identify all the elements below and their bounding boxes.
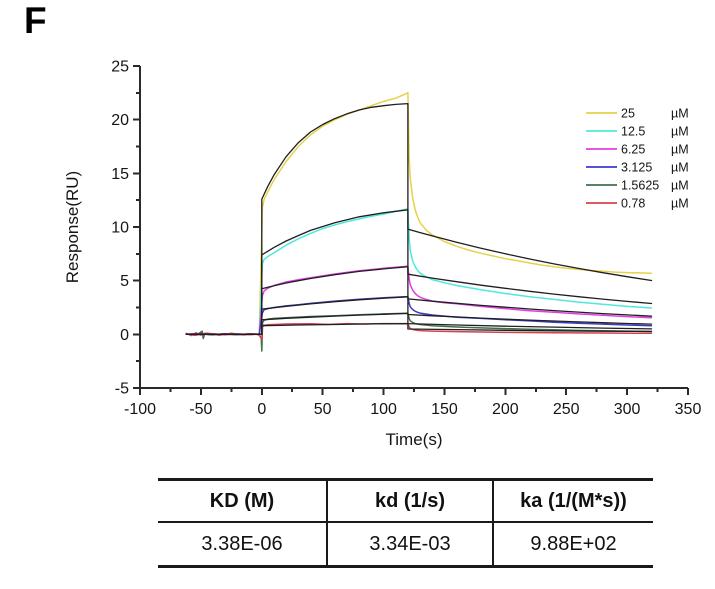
x-tick-label: 150	[431, 401, 458, 418]
kinetics-table: KD (M) kd (1/s) ka (1/(M*s)) 3.38E-06 3.…	[158, 478, 653, 568]
header-kd-1s: kd (1/s)	[326, 478, 493, 523]
header-kd-m: KD (M)	[158, 478, 327, 523]
series-fit-6.25uM	[185, 266, 653, 335]
value-kd-m: 3.38E-06	[158, 522, 327, 568]
series-fit-0.78uM	[185, 322, 653, 335]
series-data-25uM	[185, 92, 653, 336]
x-tick-label: 0	[257, 401, 266, 418]
legend-item-6.25: 6.25 µM	[586, 143, 689, 157]
value-kd-1s: 3.34E-03	[326, 522, 493, 568]
legend-label: 1.5625	[621, 179, 659, 193]
header-ka: ka (1/(M*s))	[492, 478, 653, 523]
value-ka: 9.88E+02	[492, 522, 653, 568]
legend-item-25: 25 µM	[586, 107, 689, 121]
legend-item-12.5: 12.5 µM	[586, 125, 689, 139]
kinetics-header-row: KD (M) kd (1/s) ka (1/(M*s))	[158, 478, 653, 523]
y-tick-label: 25	[111, 59, 129, 76]
y-tick-label: 15	[111, 166, 129, 183]
legend-label: 0.78	[621, 197, 645, 211]
x-tick-label: 200	[492, 401, 519, 418]
x-tick-label: 100	[370, 401, 397, 418]
legend-unit: µM	[671, 179, 689, 193]
x-tick-label: -100	[124, 401, 156, 418]
kinetics-value-row: 3.38E-06 3.34E-03 9.88E+02	[158, 522, 653, 568]
x-tick-label: 350	[675, 401, 702, 418]
panel-label: F	[24, 0, 47, 41]
legend-unit: µM	[671, 143, 689, 157]
series-data-1.5625uM	[185, 312, 653, 352]
legend-unit: µM	[671, 125, 689, 139]
legend-item-1.5625: 1.5625 µM	[586, 179, 689, 193]
legend: 25 µM 12.5 µM 6.25 µM 3.125 µM 1.5625 µM 0.78 µM	[586, 107, 689, 211]
legend-label: 12.5	[621, 125, 645, 139]
x-tick-label: 50	[314, 401, 332, 418]
legend-unit: µM	[671, 197, 689, 211]
legend-label: 25	[621, 107, 635, 121]
legend-label: 3.125	[621, 161, 652, 175]
legend-unit: µM	[671, 161, 689, 175]
legend-label: 6.25	[621, 143, 645, 157]
legend-item-3.125: 3.125 µM	[586, 161, 689, 175]
x-tick-label: -50	[189, 401, 212, 418]
y-tick-label: 20	[111, 112, 129, 129]
y-tick-label: -5	[115, 381, 129, 398]
sensorgram-chart: -100 -50 0 50 100 150 200 250 300 350-50510152025…	[63, 59, 701, 450]
y-axis-title: Response(RU)	[63, 171, 82, 283]
legend-unit: µM	[671, 107, 689, 121]
series-fit-12.5uM	[185, 209, 653, 335]
series-data-12.5uM	[185, 208, 653, 336]
y-axis-ticks: -5 0 5 10 15 20 25	[111, 59, 140, 398]
legend-item-0.78: 0.78 µM	[586, 197, 689, 211]
x-axis-title: Time(s)	[386, 430, 443, 449]
x-tick-label: 300	[614, 401, 641, 418]
axes	[139, 66, 688, 389]
x-axis-ticks: -100 -50 0 50 100 150 200 250 300 350	[124, 388, 701, 418]
series-fit-25uM	[185, 102, 653, 335]
y-tick-label: 0	[120, 327, 129, 344]
series-fit-1.5625uM	[185, 312, 653, 335]
y-tick-label: 5	[120, 273, 129, 290]
x-tick-label: 250	[553, 401, 580, 418]
y-tick-label: 10	[111, 220, 129, 237]
